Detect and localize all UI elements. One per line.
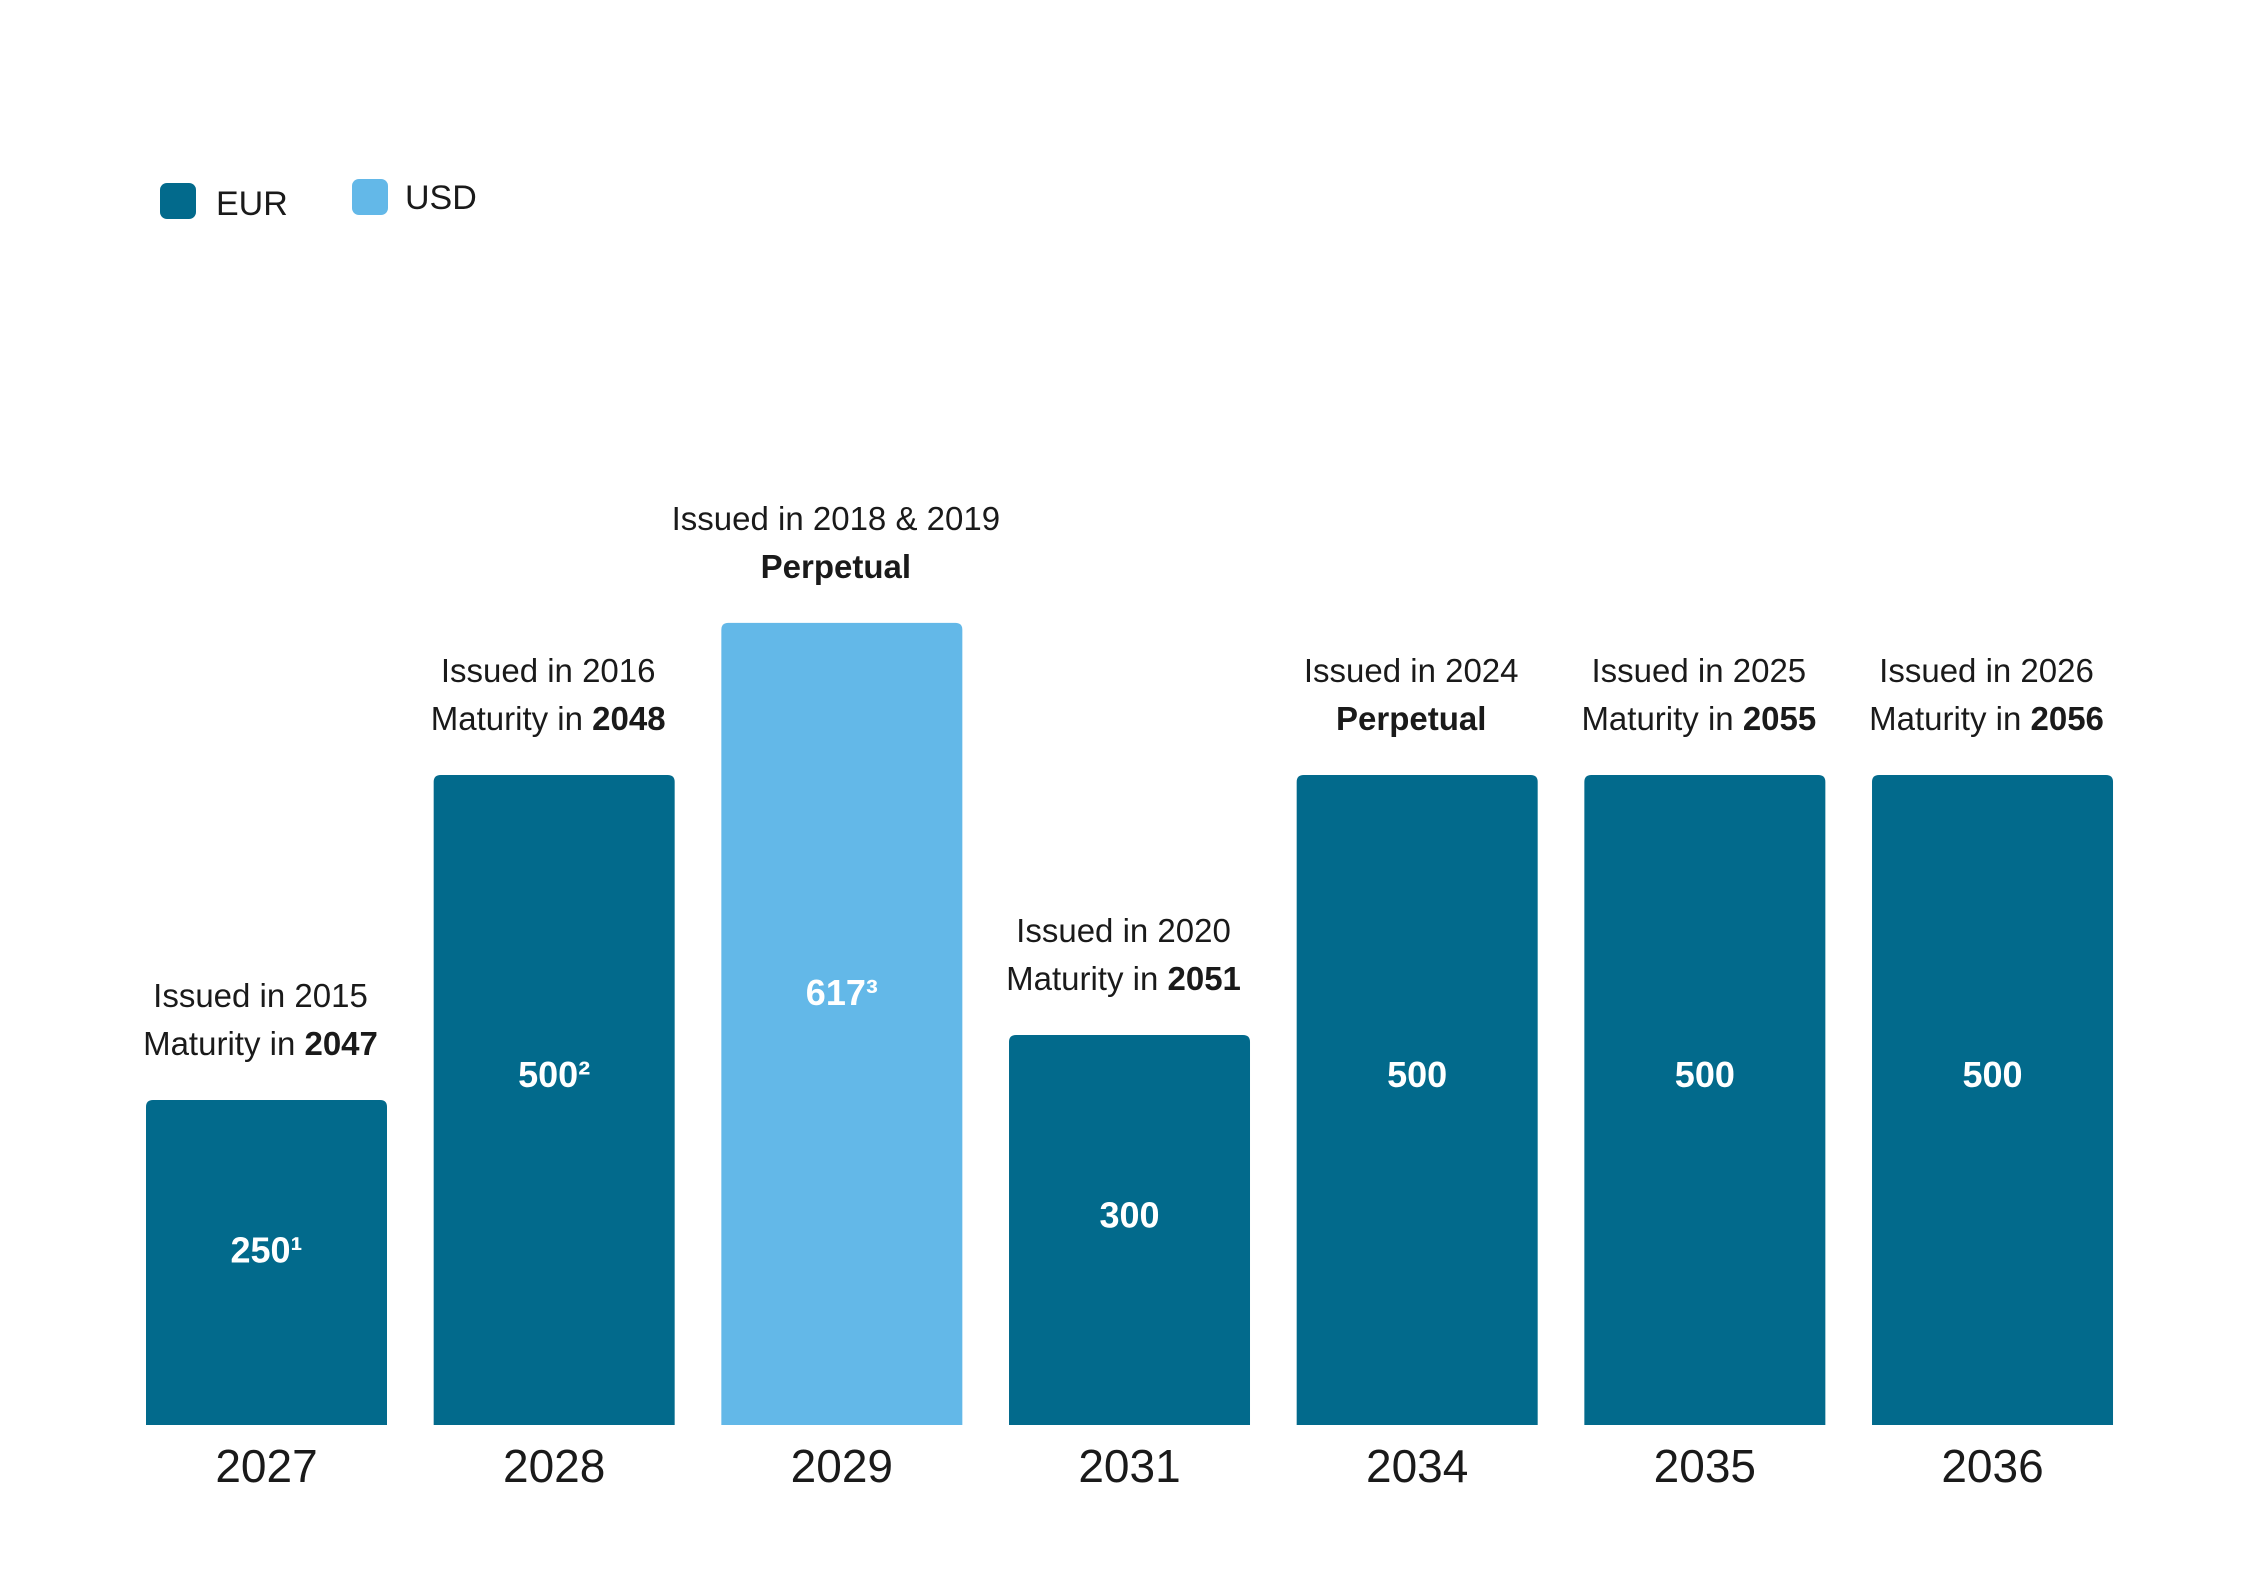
maturity-value: Perpetual [761, 548, 911, 585]
maturity-value: 2055 [1743, 700, 1816, 737]
maturity-value: 2048 [592, 700, 665, 737]
annotation-maturity-2029: Perpetual [761, 548, 911, 585]
bar-value-label-2027: 250¹ [230, 1230, 302, 1271]
legend-swatch-eur [160, 183, 196, 219]
maturity-value: 2056 [2030, 700, 2103, 737]
bar-2031 [1009, 1035, 1251, 1425]
maturity-value: Perpetual [1336, 700, 1486, 737]
bar-value-label-2035: 500 [1675, 1054, 1735, 1095]
bar-2036 [1872, 775, 2114, 1425]
maturity-prefix: Maturity in [1581, 700, 1742, 737]
maturity-prefix: Maturity in [143, 1025, 304, 1062]
annotation-issued-2028: Issued in 2016 [441, 652, 656, 689]
annotation-maturity-2031: Maturity in 2051 [1006, 960, 1241, 997]
annotation-maturity-2036: Maturity in 2056 [1869, 700, 2104, 737]
x-tick-label-2036: 2036 [1941, 1440, 2043, 1492]
legend-label-usd: USD [405, 179, 477, 217]
legend: EUR USD [160, 179, 477, 223]
bar-value-label-2036: 500 [1962, 1054, 2022, 1095]
annotation-maturity-2035: Maturity in 2055 [1581, 700, 1816, 737]
maturity-value: 2047 [304, 1025, 377, 1062]
x-tick-label-2029: 2029 [791, 1440, 893, 1492]
x-tick-label-2028: 2028 [503, 1440, 605, 1492]
annotation-maturity-2028: Maturity in 2048 [431, 700, 666, 737]
annotation-issued-2036: Issued in 2026 [1879, 652, 2094, 689]
bar-2029 [721, 622, 963, 1425]
annotation-issued-2031: Issued in 2020 [1016, 912, 1231, 949]
bar-2035 [1584, 775, 1826, 1425]
annotation-maturity-2034: Perpetual [1336, 700, 1486, 737]
x-tick-label-2027: 2027 [215, 1440, 317, 1492]
annotation-issued-2027: Issued in 2015 [153, 977, 368, 1014]
bar-value-label-2031: 300 [1099, 1194, 1159, 1235]
x-tick-label-2034: 2034 [1366, 1440, 1468, 1492]
x-tick-label-2035: 2035 [1654, 1440, 1756, 1492]
bar-value-label-2034: 500 [1387, 1054, 1447, 1095]
x-tick-label-2031: 2031 [1078, 1440, 1180, 1492]
maturity-prefix: Maturity in [431, 700, 592, 737]
annotation-issued-2029: Issued in 2018 & 2019 [672, 500, 1000, 537]
legend-label-eur: EUR [216, 185, 288, 223]
bar-value-label-2029: 617³ [806, 972, 878, 1013]
bar-value-label-2028: 500² [518, 1054, 590, 1095]
annotation-issued-2035: Issued in 2025 [1592, 652, 1807, 689]
annotation-maturity-2027: Maturity in 2047 [143, 1025, 378, 1062]
maturity-prefix: Maturity in [1869, 700, 2030, 737]
annotation-issued-2034: Issued in 2024 [1304, 652, 1519, 689]
bar-2027 [146, 1100, 387, 1425]
bars-group: 250¹ Issued in 2015 Maturity in 2047 2027 50… [143, 500, 2114, 1492]
maturity-value: 2051 [1167, 960, 1240, 997]
bar-2034 [1296, 775, 1538, 1425]
bar-2028 [433, 775, 675, 1425]
legend-swatch-usd [352, 179, 388, 215]
maturity-prefix: Maturity in [1006, 960, 1167, 997]
